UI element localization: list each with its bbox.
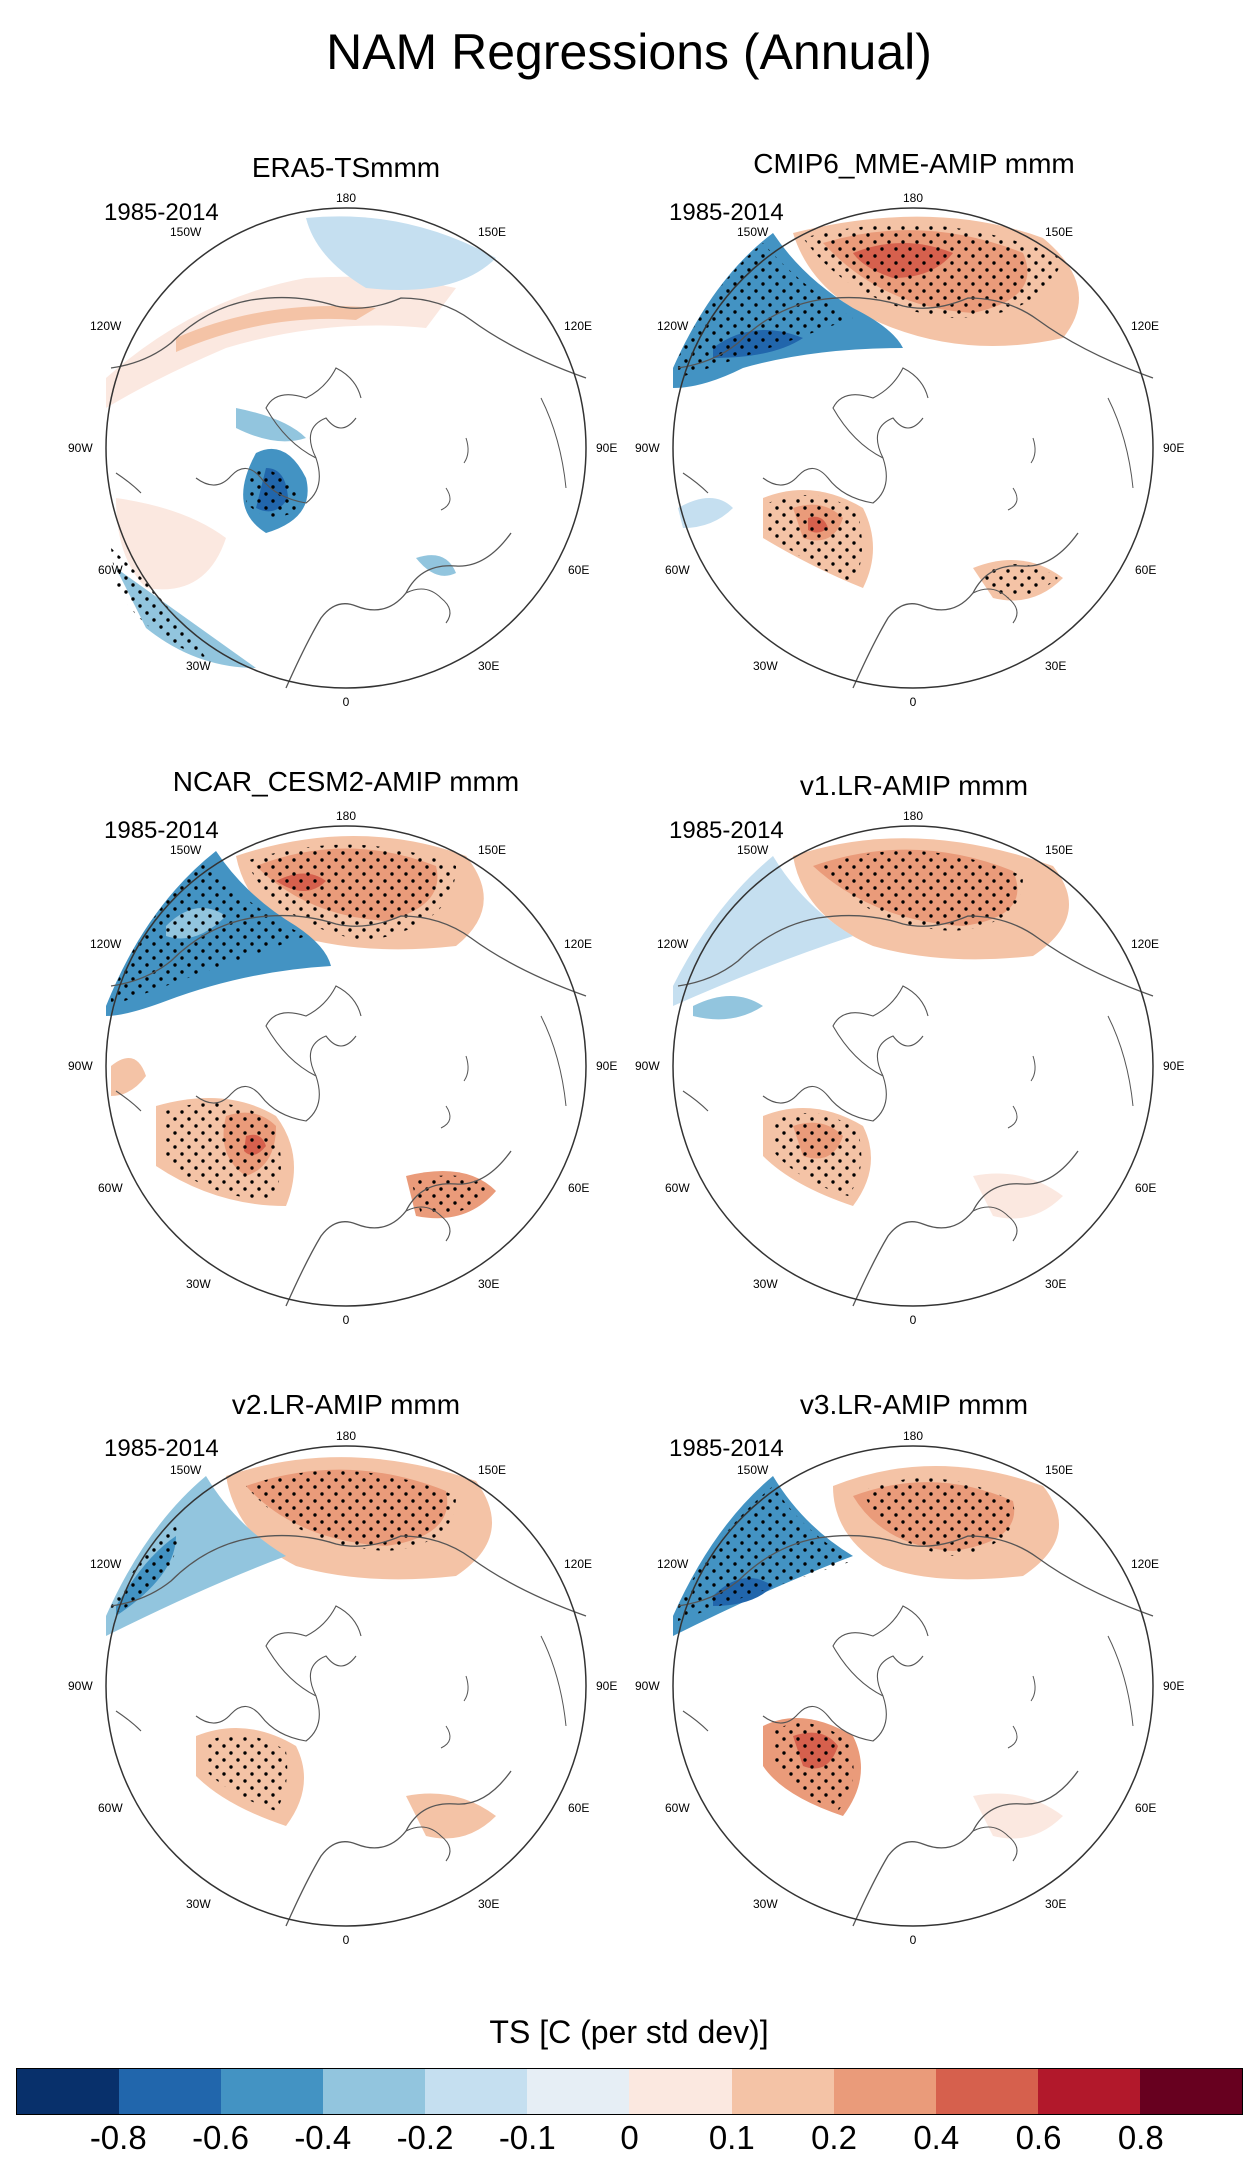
map-panel-cmip6	[635, 191, 1185, 709]
period-label: 1985-2014	[669, 817, 784, 844]
colorbar-swatch	[731, 2069, 834, 2114]
map-panel-era5	[68, 191, 618, 709]
colorbar-swatch	[833, 2069, 936, 2114]
colorbar-swatch	[527, 2069, 630, 2114]
colorbar-tick-label: -0.6	[192, 2119, 249, 2156]
map-panel-v1	[635, 809, 1185, 1327]
period-label: 1985-2014	[104, 199, 219, 226]
period-label: 1985-2014	[104, 817, 219, 844]
maps-canvas: 180 150E 120E 90E 60E 30E 0 30W 60W 90W …	[68, 191, 1185, 1947]
figure-title: NAM Regressions (Annual)	[326, 24, 932, 80]
colorbar-tick-label: 0.6	[1015, 2119, 1062, 2156]
colorbar-tick-label: -0.8	[89, 2119, 147, 2156]
colorbar-tick-label: 0.1	[708, 2119, 755, 2156]
period-label: 1985-2014	[669, 199, 784, 226]
colorbar-title: TS [C (per std dev)]	[489, 2014, 769, 2050]
colorbar-swatch	[323, 2069, 426, 2114]
colorbar-swatch	[425, 2069, 528, 2114]
colorbar-tick-label: 0.8	[1117, 2119, 1164, 2156]
colorbar-swatch	[221, 2069, 324, 2114]
panel-title-era5: ERA5-TSmmm	[251, 152, 441, 183]
period-label: 1985-2014	[104, 1435, 219, 1462]
colorbar-swatch	[1139, 2069, 1242, 2114]
colorbar-tick-label: -0.2	[396, 2119, 454, 2156]
colorbar-tick-label: 0	[620, 2119, 639, 2156]
period-label: 1985-2014	[669, 1435, 784, 1462]
panel-title-v1: v1.LR-AMIP mmm	[799, 770, 1029, 801]
panel-title-v3: v3.LR-AMIP mmm	[799, 1389, 1029, 1420]
colorbar-tick-label: 0.4	[913, 2119, 960, 2156]
colorbar-tick-label: 0.2	[811, 2119, 857, 2156]
panel-title-cmip6: CMIP6_MME-AMIP mmm	[753, 148, 1075, 179]
colorbar-swatch	[119, 2069, 222, 2114]
colorbar-tick-label: -0.4	[294, 2119, 352, 2156]
map-panel-cesm2	[68, 809, 618, 1327]
colorbar-tick-label: -0.1	[498, 2119, 556, 2156]
colorbar-swatch	[1037, 2069, 1140, 2114]
panel-title-v2: v2.LR-AMIP mmm	[231, 1389, 461, 1420]
colorbar-swatch	[935, 2069, 1038, 2114]
colorbar	[16, 2068, 1243, 2115]
colorbar-swatch	[629, 2069, 732, 2114]
map-panel-v2	[68, 1429, 618, 1947]
panel-title-cesm2: NCAR_CESM2-AMIP mmm	[172, 766, 520, 797]
colorbar-swatch	[17, 2069, 120, 2114]
map-panel-v3	[635, 1429, 1185, 1947]
